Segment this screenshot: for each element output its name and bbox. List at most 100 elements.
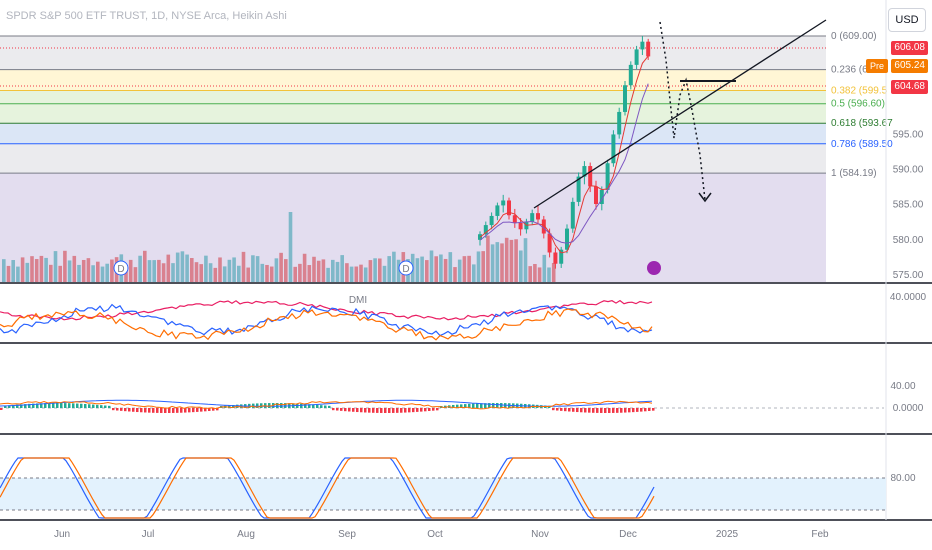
macd-hist-bar: [164, 408, 167, 413]
volume-bar: [354, 266, 359, 282]
macd-hist-bar: [372, 408, 375, 413]
macd-hist-bar: [168, 408, 171, 413]
candle-body: [594, 186, 598, 204]
volume-bar: [105, 263, 109, 282]
volume-bar: [345, 263, 349, 282]
macd-hist-bar: [120, 408, 123, 411]
volume-bar: [382, 265, 387, 282]
volume-bar: [16, 266, 20, 282]
fib-label: 0 (609.00): [831, 31, 877, 42]
volume-bar: [378, 258, 382, 282]
volume-bar: [373, 258, 377, 282]
macd-hist-bar: [184, 408, 187, 413]
volume-bar: [199, 264, 203, 282]
volume-bar: [222, 266, 227, 282]
volume-bar: [387, 256, 391, 282]
volume-bar: [218, 257, 222, 282]
volume-bar: [232, 257, 236, 282]
macd-hist-bar: [132, 408, 135, 412]
volume-bar: [190, 258, 194, 282]
volume-bar: [542, 254, 547, 282]
macd-hist-bar: [368, 408, 371, 413]
currency-button[interactable]: USD: [888, 8, 926, 32]
macd-hist-bar: [140, 408, 143, 413]
candle-body: [553, 252, 558, 264]
volume-bar: [171, 263, 175, 282]
volume-bar: [251, 255, 255, 282]
macd-hist-bar: [404, 408, 407, 413]
macd-hist-bar: [652, 408, 655, 411]
price-tag-last: 606.08: [891, 41, 928, 55]
volume-bar: [208, 263, 213, 282]
macd-hist-bar: [624, 408, 627, 413]
volume-bar: [72, 255, 77, 282]
macd-hist-bar: [16, 404, 19, 408]
volume-bar: [147, 260, 152, 282]
macd-hist-bar: [48, 403, 51, 408]
macd-hist-bar: [268, 403, 271, 408]
candle-body: [547, 233, 552, 253]
macd-hist-bar: [276, 403, 279, 408]
macd-hist-bar: [320, 405, 323, 408]
candle-body: [617, 111, 622, 135]
dividend-marker-label: D: [117, 264, 124, 275]
macd-hist-bar: [452, 404, 455, 408]
volume-bar: [523, 238, 528, 282]
macd-hist-bar: [40, 403, 43, 408]
volume-bar: [30, 256, 34, 282]
volume-bar: [528, 266, 532, 282]
dmi-label: DMI: [349, 295, 367, 306]
candle-body: [576, 176, 581, 202]
macd-tick-upper: 40.00: [890, 381, 915, 392]
macd-hist-bar: [392, 408, 395, 413]
macd-hist-bar: [116, 408, 119, 411]
macd-hist-bar: [488, 403, 491, 408]
volume-bar: [293, 266, 297, 282]
volume-bar: [509, 239, 514, 282]
macd-hist-bar: [456, 404, 459, 408]
macd-hist-bar: [72, 403, 75, 408]
macd-hist-bar: [280, 403, 283, 408]
volume-bar: [204, 255, 208, 282]
dmi-minus-line: [0, 308, 653, 341]
macd-hist-bar: [156, 408, 159, 413]
macd-hist-bar: [628, 408, 631, 413]
volume-bar: [326, 267, 330, 282]
volume-bar: [420, 256, 424, 282]
macd-hist-bar: [560, 408, 563, 411]
macd-hist-bar: [136, 408, 139, 413]
macd-hist-bar: [348, 408, 351, 412]
volume-bar: [265, 264, 269, 282]
macd-hist-bar: [608, 408, 611, 413]
volume-bar: [124, 265, 128, 282]
macd-hist-bar: [160, 408, 163, 413]
volume-bar: [133, 267, 138, 282]
x-tick-label: Jul: [142, 529, 155, 540]
price-tag-pre: 605.24: [891, 59, 928, 73]
volume-bar: [331, 259, 335, 282]
macd-hist-bar: [12, 404, 15, 408]
y-tick-label: 580.00: [893, 235, 924, 246]
macd-hist-bar: [56, 403, 59, 408]
volume-bar: [519, 250, 523, 282]
macd-hist-bar: [196, 408, 199, 412]
volume-bar: [321, 259, 326, 282]
volume-bar: [439, 254, 443, 282]
projection-arrow: [698, 192, 712, 203]
volume-bar: [185, 254, 189, 282]
projection-path: [659, 21, 706, 201]
volume-bar: [237, 265, 241, 282]
volume-bar: [161, 263, 166, 282]
volume-bar: [443, 258, 448, 282]
volume-bar: [547, 267, 551, 282]
fib-band: [0, 36, 826, 70]
volume-bar: [537, 267, 542, 282]
x-tick-label: Feb: [811, 529, 829, 540]
macd-hist-bar: [360, 408, 363, 413]
macd-hist-bar: [416, 408, 419, 412]
candle-body: [623, 85, 627, 112]
volume-bar: [302, 253, 307, 282]
y-tick-label: 575.00: [893, 270, 924, 281]
fib-label: 0.618 (593.67: [831, 118, 893, 129]
